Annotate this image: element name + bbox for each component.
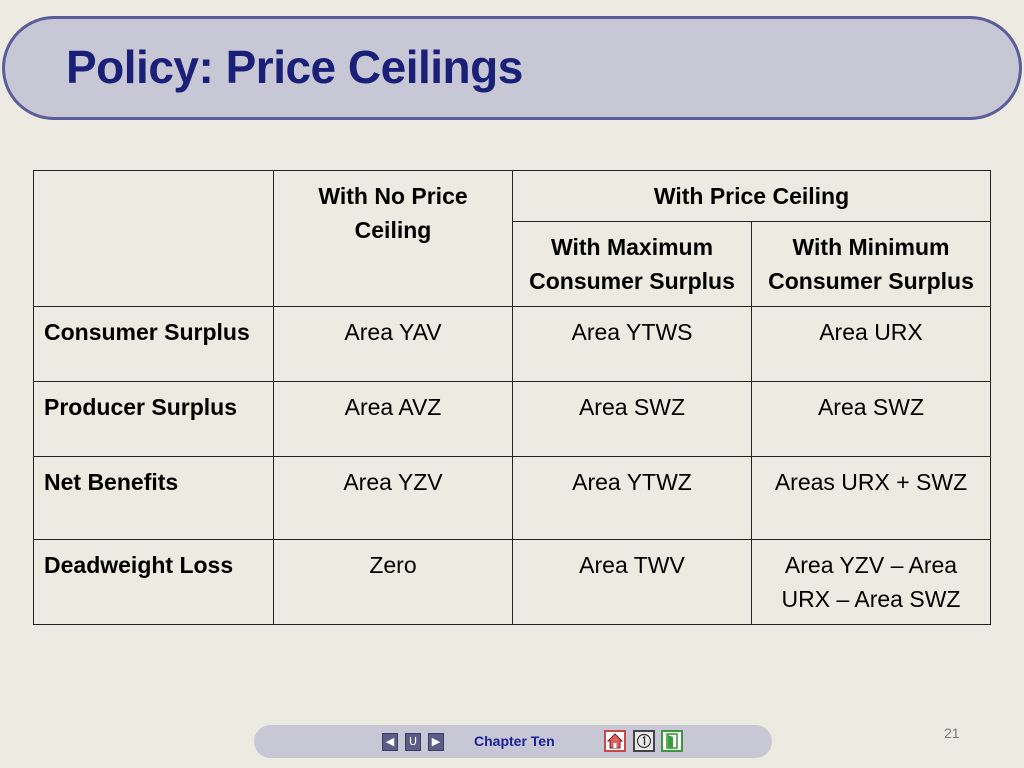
header-no-ceiling: With No Price Ceiling <box>273 170 513 307</box>
table-cell: Area AVZ <box>273 381 513 457</box>
chapter-link[interactable]: Chapter Ten <box>474 733 555 749</box>
table-subheader-row: With Maximum Consumer Surplus With Minim… <box>34 221 991 307</box>
table-row: Deadweight Loss Zero Area TWV Area YZV –… <box>33 539 991 625</box>
previous-slide-button[interactable]: ◀ <box>382 733 398 751</box>
table-cell: Area YAV <box>273 306 513 382</box>
table-cell: Area SWZ <box>512 381 752 457</box>
table-cell: Area YZV – Area URX – Area SWZ <box>751 539 991 625</box>
triangle-right-icon: ▶ <box>431 735 441 748</box>
house-icon <box>606 733 624 749</box>
table-cell: Area SWZ <box>751 381 991 457</box>
triangle-left-icon: ◀ <box>385 735 395 748</box>
table-row: Consumer Surplus Area YAV Area YTWS Area… <box>33 306 991 382</box>
table-cell: Zero <box>273 539 513 625</box>
blank-corner-cell <box>33 170 274 307</box>
table-cell: Area URX <box>751 306 991 382</box>
table-cell: Areas URX + SWZ <box>751 456 991 540</box>
table-row: Net Benefits Area YZV Area YTWZ Areas UR… <box>33 456 991 540</box>
return-button[interactable]: U <box>405 733 421 751</box>
title-banner <box>2 16 1022 120</box>
table-cell: Area YTWZ <box>512 456 752 540</box>
info-button[interactable] <box>633 730 655 752</box>
slide-title: Policy: Price Ceilings <box>66 41 523 93</box>
circled-one-icon <box>636 733 652 749</box>
table-row: Producer Surplus Area AVZ Area SWZ Area … <box>33 381 991 457</box>
door-exit-icon <box>666 733 678 749</box>
u-turn-icon: U <box>408 735 418 748</box>
header-with-ceiling: With Price Ceiling <box>512 170 991 222</box>
surplus-table: With No Price Ceiling With Price Ceiling… <box>33 170 991 625</box>
navigation-bar <box>254 725 772 758</box>
table-cell: Area YZV <box>273 456 513 540</box>
header-min-consumer-surplus: With Minimum Consumer Surplus <box>751 221 991 307</box>
exit-button[interactable] <box>661 730 683 752</box>
table-header-row: With No Price Ceiling With Price Ceiling <box>33 170 991 307</box>
table-cell: Area YTWS <box>512 306 752 382</box>
row-label: Consumer Surplus <box>33 306 274 382</box>
home-button[interactable] <box>604 730 626 752</box>
table-cell: Area TWV <box>512 539 752 625</box>
row-label: Net Benefits <box>33 456 274 540</box>
header-max-consumer-surplus: With Maximum Consumer Surplus <box>512 221 752 307</box>
page-number: 21 <box>944 725 960 741</box>
next-slide-button[interactable]: ▶ <box>428 733 444 751</box>
row-label: Producer Surplus <box>33 381 274 457</box>
row-label: Deadweight Loss <box>33 539 274 625</box>
